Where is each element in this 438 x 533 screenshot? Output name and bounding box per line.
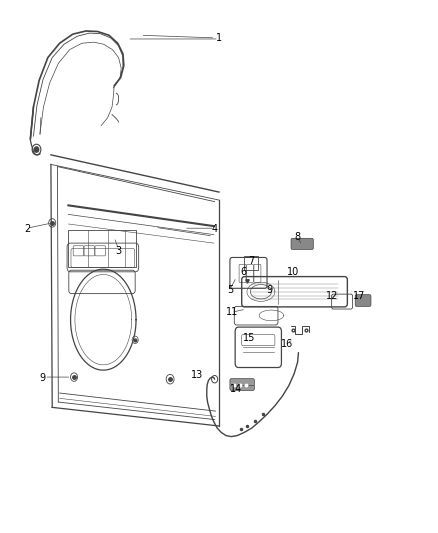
Text: 3: 3 [116,246,122,255]
Text: 12: 12 [326,290,339,301]
Text: 2: 2 [24,224,30,235]
Text: 6: 6 [240,267,246,277]
FancyBboxPatch shape [230,378,254,390]
FancyBboxPatch shape [291,238,313,249]
Text: 15: 15 [244,333,256,343]
Text: 9: 9 [39,373,45,383]
Text: 11: 11 [226,306,238,317]
Text: 17: 17 [353,290,365,301]
Text: 5: 5 [227,286,233,295]
Text: 14: 14 [230,384,243,394]
Text: 9: 9 [266,286,272,295]
Text: 13: 13 [191,370,203,381]
Text: 10: 10 [287,267,299,277]
Circle shape [34,147,39,152]
Text: 7: 7 [249,256,255,266]
Text: 1: 1 [216,33,222,43]
FancyBboxPatch shape [355,295,371,306]
Text: 4: 4 [212,224,218,235]
Text: 8: 8 [294,232,300,243]
Text: 16: 16 [281,338,293,349]
